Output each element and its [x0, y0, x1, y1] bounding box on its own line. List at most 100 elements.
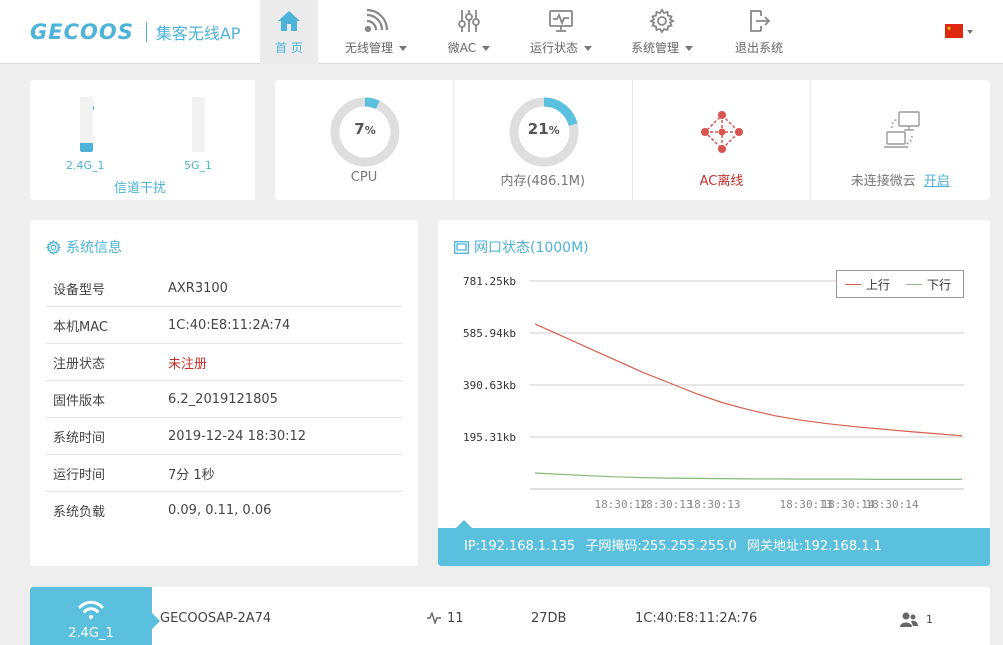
x-tick-label: 18:30:13 — [640, 498, 693, 511]
traffic-chart: 781.25kb 585.94kb 390.63kb 195.31kb 18:30:12… — [463, 275, 964, 511]
info-key: 设备型号 — [53, 282, 106, 298]
cloud-stat: 未连接微云 开启 — [811, 80, 990, 200]
info-value: 6.2_2019121805 — [168, 391, 278, 407]
memory-stat: 21% 内存(486.1M) — [454, 80, 633, 200]
settings-icon — [46, 239, 61, 255]
info-value: 未注册 — [168, 356, 208, 372]
status-summary-card: 7% CPU 21% 内存(486.1M) AC离 — [275, 80, 990, 200]
memory-label: 内存(486.1M) — [500, 174, 586, 189]
info-row-mac: 本机MAC 1C:40:E8:11:2A:74 — [46, 307, 402, 344]
pulse-icon — [427, 610, 441, 628]
band-1-label: 2.4G_1 — [66, 159, 105, 172]
monitor-pulse-icon — [548, 8, 574, 34]
cloud-enable-link[interactable]: 开启 — [923, 174, 950, 189]
wifi-radio-row[interactable]: 2.4G_1 GECOOSAP-2A74 11 27DB 1C:40:E8:11… — [30, 587, 990, 645]
memory-gauge-arc — [509, 97, 579, 167]
system-info-card: 系统信息 设备型号 AXR3100 本机MAC 1C:40:E8:11:2A:74 … — [30, 220, 418, 566]
band-1-bar-fill — [80, 143, 93, 152]
port-icon — [454, 240, 469, 254]
channel-interference-title: 信道干扰 — [114, 181, 167, 196]
y-tick-label: 781.25kb — [463, 275, 516, 288]
cloud-connect-icon — [882, 110, 924, 156]
legend-swatch-down — [906, 283, 923, 285]
language-dropdown-icon[interactable] — [967, 30, 973, 34]
memory-value: 21 — [527, 120, 549, 138]
info-value: 0.09, 0.11, 0.06 — [168, 503, 272, 518]
nav-run-status[interactable]: 运行状态 — [525, 0, 597, 64]
gateway-address: 网关地址:192.168.1.1 — [746, 539, 882, 554]
cpu-value: 7 — [354, 120, 365, 138]
x-tick-label: 18:30:13 — [780, 498, 833, 511]
gear-icon — [649, 8, 675, 34]
legend-label-up: 上行 — [866, 277, 891, 292]
legend-swatch-up — [845, 283, 861, 285]
nav-home[interactable]: 首 页 — [260, 0, 318, 64]
logo-divider — [145, 22, 147, 42]
x-tick-label: 18:30:14 — [866, 498, 919, 511]
clients-icon — [900, 612, 918, 631]
info-row-model: 设备型号 AXR3100 — [46, 270, 402, 307]
nav-micro-ac-label: 微AC — [447, 41, 477, 55]
wifi-channel: 11 — [447, 611, 464, 626]
logo: GECOOS 集客无线AP — [30, 18, 240, 46]
nav-system-manage-label: 系统管理 — [630, 41, 679, 55]
info-key: 系统负载 — [53, 505, 106, 520]
nav-micro-ac[interactable]: 微AC — [440, 0, 498, 64]
x-tick-label: 18:30:14 — [822, 498, 875, 511]
y-tick-label: 195.31kb — [463, 431, 516, 444]
nav-system-manage[interactable]: 系统管理 — [626, 0, 698, 64]
memory-gauge: 21% — [508, 96, 580, 168]
nav-home-label: 首 页 — [275, 41, 303, 55]
cpu-label: CPU — [350, 170, 378, 185]
chevron-down-icon — [685, 46, 693, 51]
ac-topology-icon — [700, 110, 744, 158]
x-tick-label: 18:30:12 — [595, 498, 648, 511]
info-key: 注册状态 — [53, 356, 106, 372]
memory-unit: % — [548, 124, 560, 137]
ac-stat[interactable]: AC离线 — [633, 80, 812, 200]
y-tick-label: 390.63kb — [463, 379, 516, 392]
network-port-card: 网口状态(1000M) 781.25kb 585.94kb 390.63kb 195.… — [438, 220, 990, 566]
home-icon — [276, 8, 302, 34]
chart-legend: 上行 下行 — [836, 270, 964, 298]
cpu-stat: 7% CPU — [275, 80, 454, 200]
band-2-bar — [192, 97, 205, 152]
info-row-load: 系统负载 0.09, 0.11, 0.06 — [46, 492, 402, 529]
info-value: 2019-12-24 18:30:12 — [168, 428, 307, 444]
info-key: 固件版本 — [53, 393, 106, 409]
channel-interference-card: 15 2.4G_1 0 5G_1 信道干扰 — [30, 80, 255, 200]
info-row-uptime: 运行时间 7分 1秒 — [46, 455, 402, 492]
top-header: GECOOS 集客无线AP 首 页 无线管理 微AC 运行状态 系统管理 — [0, 0, 1003, 64]
info-row-register: 注册状态 未注册 — [46, 344, 402, 381]
china-flag-icon[interactable] — [945, 24, 963, 38]
y-tick-label: 585.94kb — [463, 327, 516, 340]
info-row-time: 系统时间 2019-12-24 18:30:12 — [46, 418, 402, 455]
wifi-band-label: 2.4G_1 — [68, 626, 114, 641]
nav-run-status-label: 运行状态 — [529, 41, 578, 55]
wifi-band-badge: 2.4G_1 — [30, 587, 160, 645]
ip-address: IP:192.168.1.135 — [464, 539, 576, 554]
series-line-down — [534, 472, 962, 480]
network-footer: IP:192.168.1.135 子网掩码:255.255.255.0 网关地址… — [438, 520, 990, 566]
nav-logout[interactable]: 退出系统 — [730, 0, 788, 64]
info-value: 1C:40:E8:11:2A:74 — [168, 317, 291, 333]
nav-wireless[interactable]: 无线管理 — [340, 0, 412, 64]
chevron-down-icon — [584, 46, 592, 51]
info-value: AXR3100 — [168, 280, 228, 296]
info-value: 7分 1秒 — [168, 467, 215, 483]
cpu-gauge: 7% — [329, 96, 401, 168]
band-1-bar — [80, 97, 93, 152]
sliders-icon — [456, 8, 482, 34]
wireless-icon — [363, 8, 389, 34]
band-2-label: 5G_1 — [184, 159, 213, 172]
legend-label-down: 下行 — [927, 277, 952, 292]
info-key: 运行时间 — [53, 467, 106, 483]
wifi-power: 27DB — [531, 611, 567, 626]
wifi-clients: 1 — [926, 613, 933, 626]
chevron-down-icon — [399, 46, 407, 51]
network-port-title: 网口状态(1000M) — [474, 240, 589, 256]
info-key: 系统时间 — [53, 430, 106, 446]
cpu-gauge-arc — [330, 97, 400, 167]
system-info-title: 系统信息 — [66, 240, 122, 256]
cloud-status-label: 未连接微云 — [850, 174, 916, 189]
